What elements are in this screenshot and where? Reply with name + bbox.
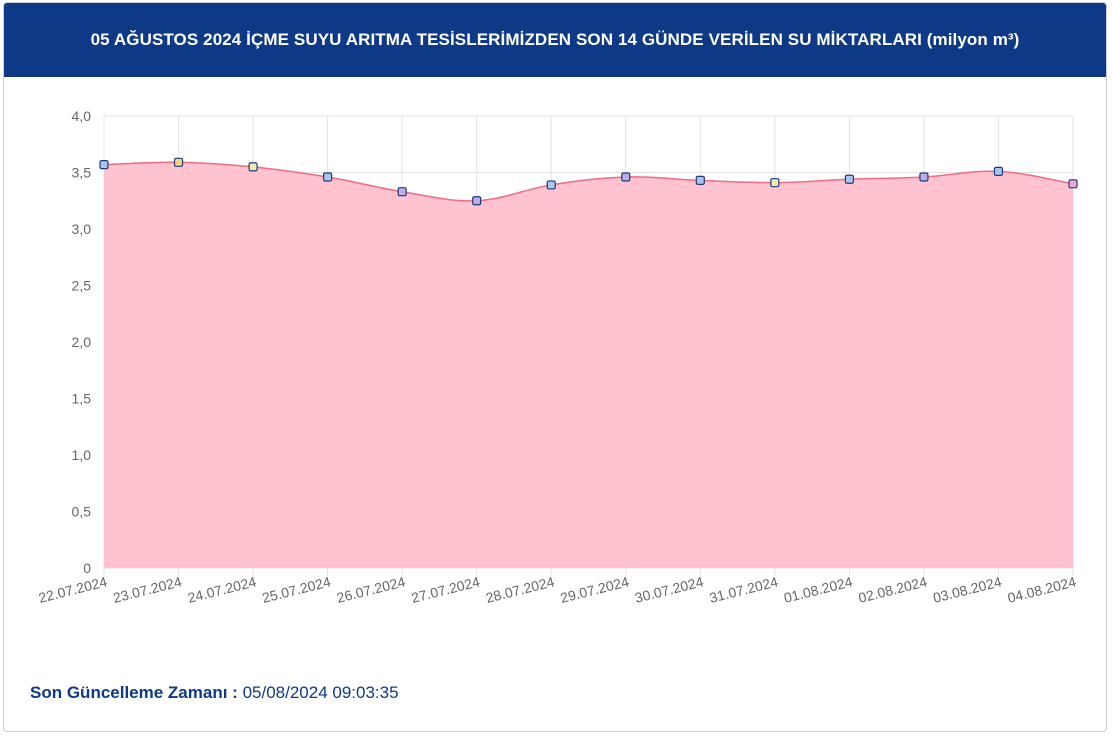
x-tick-label: 30.07.2024 (633, 573, 705, 606)
chart-area: 0 0,5 1,0 1,5 2,0 2,5 3,0 3,5 4,0 22.07.2024 23.0… (4, 77, 1106, 637)
x-tick-label: 31.07.2024 (708, 573, 780, 606)
data-point[interactable] (248, 162, 258, 172)
x-tick-label: 27.07.2024 (410, 573, 482, 606)
y-tick-label: 0 (83, 560, 91, 576)
x-tick-labels: 22.07.2024 23.07.2024 24.07.2024 25.07.2024… (37, 573, 1078, 606)
y-tick-label: 3,0 (72, 221, 92, 237)
last-updated-label: Son Güncelleme Zamanı (30, 683, 228, 702)
series-line (103, 161, 1074, 202)
data-point[interactable] (770, 178, 780, 188)
x-tick-label: 29.07.2024 (559, 573, 631, 606)
area-layer (103, 161, 1074, 568)
x-tick-label: 23.07.2024 (111, 573, 183, 606)
data-point[interactable] (323, 172, 333, 182)
data-point[interactable] (173, 157, 184, 167)
data-point[interactable] (919, 172, 929, 182)
x-tick-label: 24.07.2024 (186, 573, 258, 606)
series-area-fill (104, 162, 1073, 568)
data-point[interactable] (621, 172, 631, 182)
y-tick-label: 2,0 (72, 334, 92, 350)
x-tick-label: 02.08.2024 (857, 573, 929, 606)
y-tick-label: 4,0 (72, 108, 92, 124)
chart-header: 05 AĞUSTOS 2024 İÇME SUYU ARITMA TESİSLE… (4, 3, 1106, 77)
chart-card: 05 AĞUSTOS 2024 İÇME SUYU ARITMA TESİSLE… (3, 2, 1107, 732)
y-tick-labels: 0 0,5 1,0 1,5 2,0 2,5 3,0 3,5 4,0 (72, 108, 92, 576)
y-tick-label: 0,5 (72, 504, 92, 520)
data-point[interactable] (695, 175, 705, 186)
last-updated-separator: : (227, 683, 243, 702)
data-point[interactable] (99, 159, 109, 170)
chart-title: 05 AĞUSTOS 2024 İÇME SUYU ARITMA TESİSLE… (90, 30, 1020, 49)
x-tick-label: 26.07.2024 (335, 573, 407, 606)
x-tick-label: 01.08.2024 (782, 573, 854, 606)
y-tick-label: 1,0 (72, 447, 92, 463)
last-updated: Son Güncelleme Zamanı : 05/08/2024 09:03… (30, 683, 399, 703)
points-layer (99, 157, 1078, 206)
x-tick-label: 25.07.2024 (260, 573, 332, 606)
y-tick-label: 3,5 (72, 165, 92, 181)
y-tick-label: 2,5 (72, 278, 92, 294)
area-chart: 0 0,5 1,0 1,5 2,0 2,5 3,0 3,5 4,0 22.07.2024 23.0… (37, 108, 1078, 606)
last-updated-value: 05/08/2024 09:03:35 (242, 683, 399, 702)
x-tick-label: 28.07.2024 (484, 573, 556, 606)
data-point[interactable] (844, 174, 854, 184)
data-point[interactable] (472, 196, 482, 206)
x-tick-label: 03.08.2024 (931, 573, 1003, 606)
x-tick-label: 22.07.2024 (37, 573, 109, 606)
data-point[interactable] (546, 180, 556, 190)
y-tick-label: 1,5 (72, 391, 92, 407)
data-point[interactable] (993, 166, 1004, 176)
data-point[interactable] (1068, 179, 1078, 189)
data-point[interactable] (397, 187, 407, 197)
x-tick-label: 04.08.2024 (1006, 573, 1078, 606)
